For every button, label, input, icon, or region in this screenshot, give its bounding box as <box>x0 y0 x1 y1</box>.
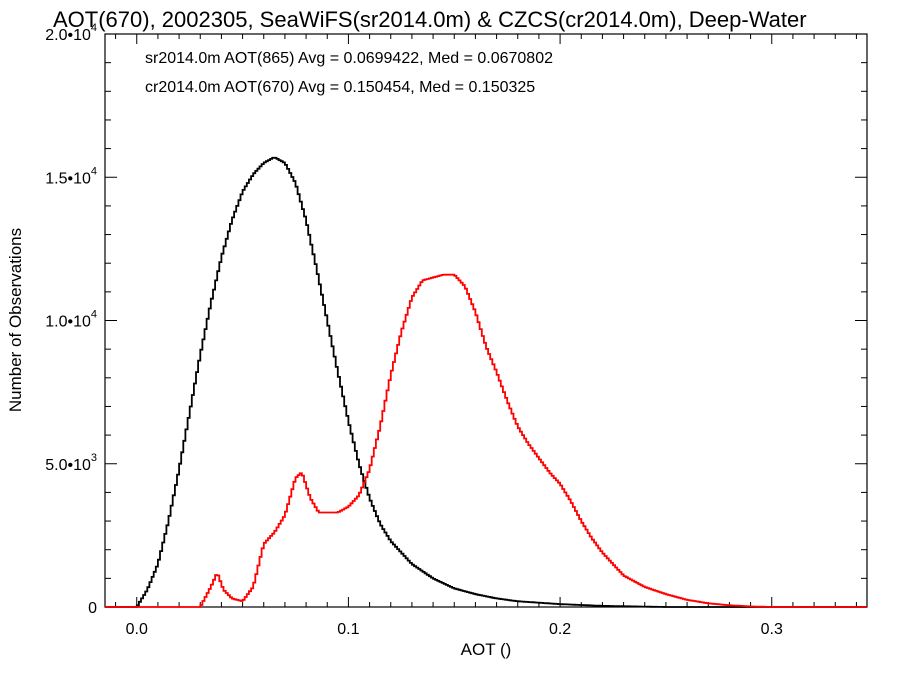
y-tick-label: 1.0•104 <box>45 309 97 331</box>
legend-entry-series-2: cr2014.0m AOT(670) Avg = 0.150454, Med =… <box>145 79 535 96</box>
x-tick-label: 0.3 <box>761 621 783 638</box>
y-tick-label: 0 <box>88 600 97 617</box>
chart-title: AOT(670), 2002305, SeaWiFS(sr2014.0m) & … <box>53 7 807 32</box>
y-tick-label: 1.5•104 <box>45 165 97 187</box>
x-axis-label: AOT () <box>461 640 512 659</box>
series-1-line <box>105 156 867 608</box>
plot-frame <box>104 33 868 608</box>
y-axis-label: Number of Observations <box>6 228 25 412</box>
series-layer <box>105 156 867 608</box>
series-2-line <box>105 273 867 608</box>
y-tick-label: 5.0•103 <box>45 452 97 474</box>
axis-ticks: 0.0 0.1 0.2 0.3 0 5.0•103 1.0•104 1.5•104 2.0•10… <box>45 22 867 638</box>
x-tick-label: 0.2 <box>549 621 571 638</box>
x-tick-label: 0.1 <box>337 621 359 638</box>
legend-entry-series-1: sr2014.0m AOT(865) Avg = 0.0699422, Med … <box>145 50 553 67</box>
x-tick-label: 0.0 <box>126 621 148 638</box>
y-tick-label: 2.0•104 <box>45 22 97 44</box>
